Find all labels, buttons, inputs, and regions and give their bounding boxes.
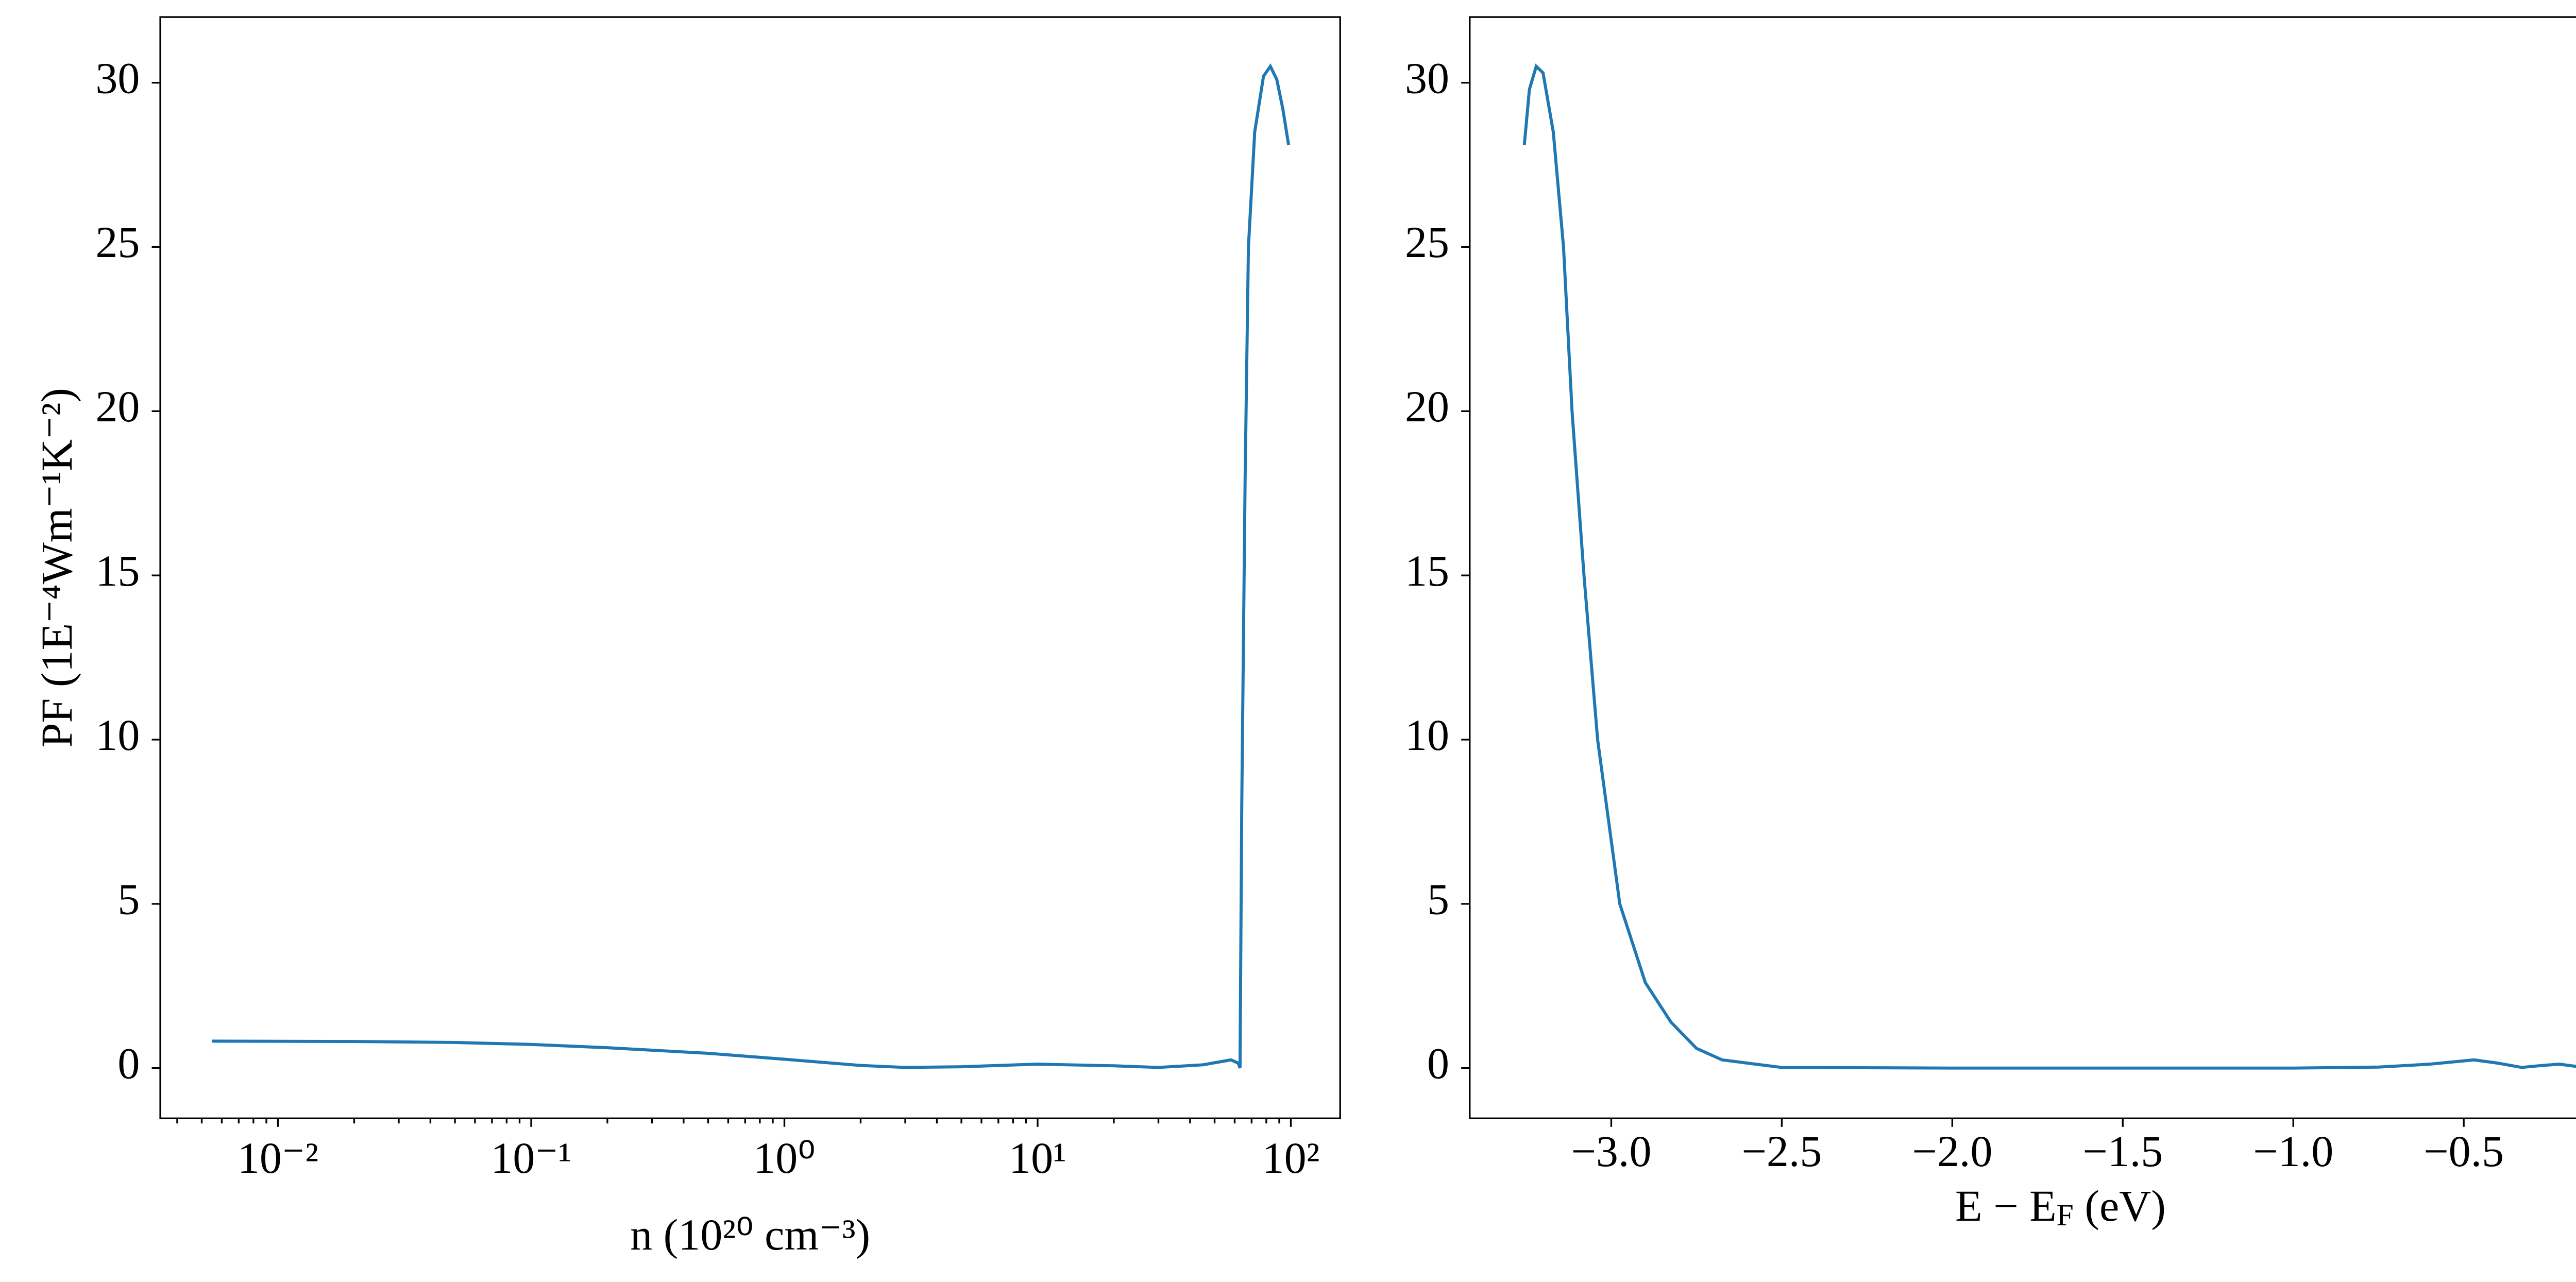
x-tick-label: 10¹ [1009,1133,1066,1183]
x-tick-label: −1.5 [2082,1126,2163,1176]
x-tick-label: 10⁻² [238,1133,318,1183]
y-tick-label: 30 [1405,53,1449,102]
x-axis-label-part: (eV) [2074,1181,2166,1230]
y-tick-label: 15 [1405,546,1449,595]
x-tick-label: 10⁰ [753,1133,816,1183]
y-tick-label: 25 [95,217,140,267]
x-axis-label-part: F [2057,1198,2074,1232]
y-tick-label: 25 [1405,217,1449,267]
subplot: 0 5 10 15 20 25 30 10⁻² 10⁻¹ 10⁰ 10¹ 10² n (10²⁰ cm⁻… [32,16,1341,1259]
x-tick-label: −3.0 [1571,1126,1651,1176]
subplot: 051015202530−3.0−2.5−2.0−1.5−1.0−0.50.0E… [1405,16,2576,1232]
x-axis-label: n (10²⁰ cm⁻³) [630,1210,870,1259]
y-tick-label: 30 [95,53,140,102]
x-axis-label: E − EF (eV) [1955,1181,2166,1232]
y-tick-label: 5 [1427,875,1449,924]
y-tick-label: 10 [1405,710,1449,760]
y-tick-label: 0 [117,1038,140,1088]
data-line [212,63,1291,1069]
x-tick-label: 10² [1262,1133,1320,1183]
y-tick-label: 15 [95,546,140,595]
x-tick-label: 10⁻¹ [490,1133,571,1183]
axes-frame [1469,16,2576,1119]
x-axis-label-part: E − E [1955,1181,2057,1230]
y-tick-label: 5 [117,875,140,924]
y-tick-label: 20 [95,382,140,431]
x-tick-label: −2.0 [1912,1126,1992,1176]
data-line [1522,63,2576,1070]
y-tick-label: 0 [1427,1038,1449,1088]
x-tick-label: −1.0 [2253,1126,2333,1176]
x-tick-label: −0.5 [2424,1126,2504,1176]
x-tick-label: −2.5 [1741,1126,1822,1176]
axes-frame [159,16,1341,1119]
y-tick-label: 10 [95,710,140,760]
y-tick-label: 20 [1405,382,1449,431]
y-axis-label: PF (1E⁻⁴Wm⁻¹K⁻²) [32,388,81,747]
